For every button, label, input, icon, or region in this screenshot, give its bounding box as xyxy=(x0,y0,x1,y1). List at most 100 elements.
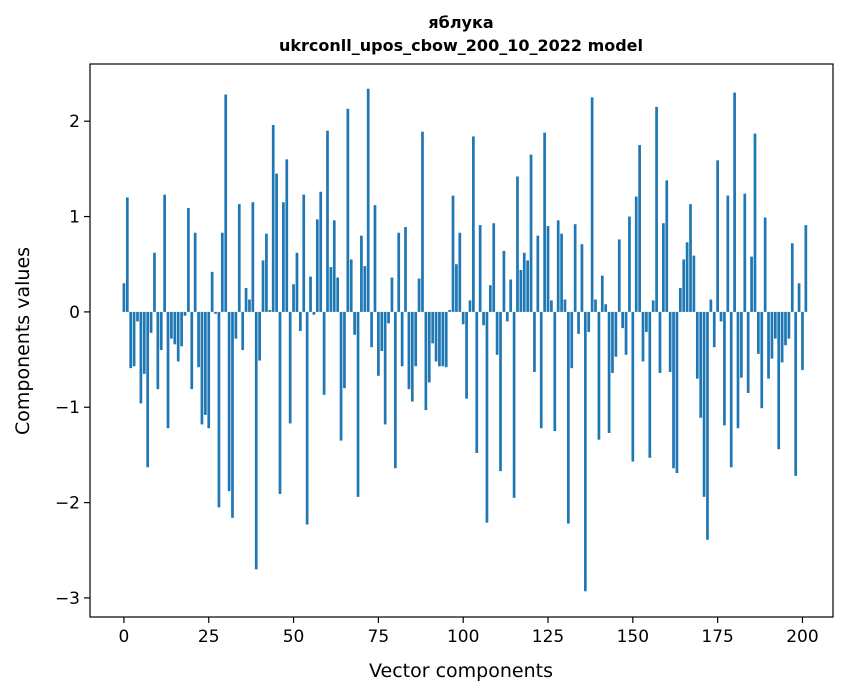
bar-131 xyxy=(567,311,570,524)
bar-117 xyxy=(519,269,523,312)
bar-168 xyxy=(692,255,696,312)
bar-82 xyxy=(400,311,404,367)
bar-178 xyxy=(726,195,730,312)
bar-165 xyxy=(682,259,686,312)
bar-5 xyxy=(139,311,143,404)
bar-171 xyxy=(702,311,706,497)
bar-33 xyxy=(234,311,238,339)
bar-167 xyxy=(689,204,692,312)
bar-74 xyxy=(373,205,377,312)
bar-126 xyxy=(550,300,553,312)
bar-110 xyxy=(495,311,499,355)
bar-129 xyxy=(560,233,563,312)
bar-97 xyxy=(451,195,455,312)
bar-195 xyxy=(784,311,787,346)
bar-104 xyxy=(475,311,479,454)
bar-174 xyxy=(712,311,716,348)
x-tick-label: 125 xyxy=(532,627,564,647)
bar-37 xyxy=(248,299,251,312)
bar-182 xyxy=(740,311,743,378)
bar-7 xyxy=(146,311,150,468)
bar-91 xyxy=(431,311,435,344)
bar-141 xyxy=(600,275,604,312)
bar-100 xyxy=(461,311,465,325)
bar-155 xyxy=(648,311,652,458)
bar-59 xyxy=(322,311,326,395)
chart-title-line2: ukrconll_upos_cbow_200_10_2022 model xyxy=(279,36,643,55)
y-tick-label: −2 xyxy=(55,494,80,514)
bar-156 xyxy=(651,300,655,312)
bar-114 xyxy=(509,279,513,312)
bar-161 xyxy=(668,311,672,372)
bar-162 xyxy=(672,311,675,469)
bar-108 xyxy=(488,285,492,312)
bar-42 xyxy=(265,233,268,312)
bar-44 xyxy=(271,125,275,312)
bar-52 xyxy=(298,311,302,331)
bar-98 xyxy=(455,264,458,312)
bar-145 xyxy=(614,311,618,357)
bar-48 xyxy=(285,159,289,312)
bar-158 xyxy=(658,311,662,373)
bar-45 xyxy=(275,173,278,312)
bar-66 xyxy=(346,108,350,312)
bar-194 xyxy=(780,311,784,363)
bar-23 xyxy=(200,311,204,425)
bar-166 xyxy=(685,242,689,312)
bar-116 xyxy=(516,176,519,312)
bar-136 xyxy=(583,311,587,592)
bar-67 xyxy=(349,259,353,312)
bar-25 xyxy=(207,311,211,429)
bar-60 xyxy=(326,130,329,312)
bar-27 xyxy=(214,311,217,314)
bar-188 xyxy=(760,311,764,409)
bar-64 xyxy=(339,311,343,441)
bar-115 xyxy=(512,311,516,498)
y-axis-label: Components values xyxy=(12,247,34,435)
bar-69 xyxy=(356,311,360,497)
bar-148 xyxy=(624,311,628,355)
bar-128 xyxy=(556,220,560,312)
bar-2 xyxy=(129,311,133,369)
bar-169 xyxy=(695,311,699,379)
bar-81 xyxy=(397,232,401,312)
bar-185 xyxy=(750,256,753,312)
bar-187 xyxy=(757,311,760,354)
bar-180 xyxy=(733,92,736,312)
bar-199 xyxy=(797,283,801,312)
bar-125 xyxy=(546,226,550,312)
y-tick-label: 0 xyxy=(69,303,80,323)
bar-8 xyxy=(149,311,153,333)
bar-147 xyxy=(621,311,625,329)
bar-10 xyxy=(156,311,160,390)
bar-85 xyxy=(410,311,414,402)
bar-18 xyxy=(183,311,187,316)
bar-142 xyxy=(604,304,608,312)
bar-77 xyxy=(383,311,387,425)
bar-47 xyxy=(282,202,285,312)
x-tick-label: 150 xyxy=(617,627,649,647)
plot-frame xyxy=(89,63,834,618)
bar-200 xyxy=(801,311,804,371)
bar-173 xyxy=(709,299,713,312)
y-tick-label: −3 xyxy=(55,589,80,609)
bar-29 xyxy=(220,232,224,312)
bar-21 xyxy=(193,232,197,312)
bar-172 xyxy=(706,311,709,540)
bar-55 xyxy=(309,276,312,312)
bar-186 xyxy=(753,133,757,312)
bar-179 xyxy=(729,311,733,468)
bar-198 xyxy=(794,311,798,476)
bar-28 xyxy=(217,311,221,508)
bar-14 xyxy=(170,311,173,339)
bar-140 xyxy=(597,311,601,440)
bar-150 xyxy=(631,311,635,462)
bar-40 xyxy=(258,311,261,361)
bar-35 xyxy=(241,311,245,351)
bar-92 xyxy=(434,311,438,362)
bar-124 xyxy=(543,132,546,312)
bar-133 xyxy=(573,224,577,312)
bar-6 xyxy=(142,311,146,374)
bar-157 xyxy=(655,106,658,312)
